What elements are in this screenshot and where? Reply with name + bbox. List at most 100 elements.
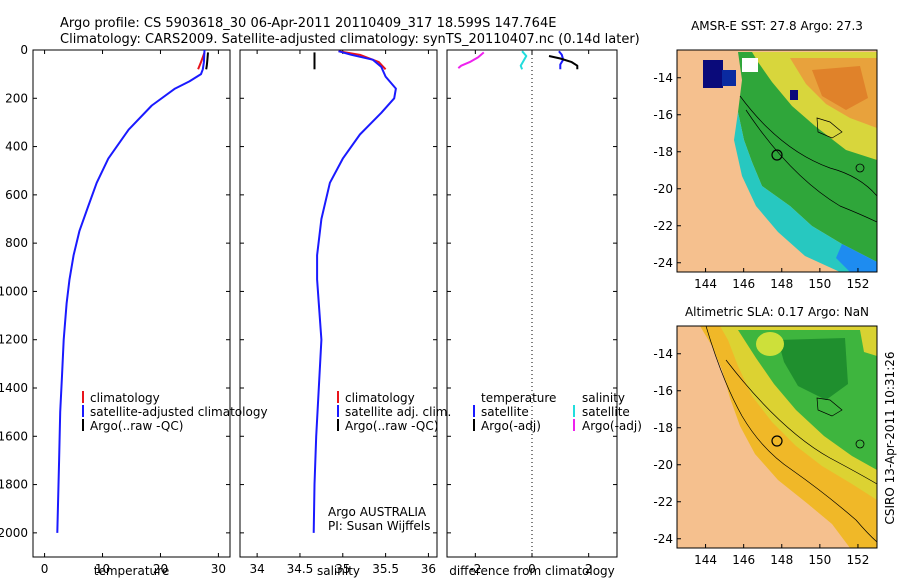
map-y-tick-label: -14 (653, 71, 673, 85)
sla-ocean-dark-green (778, 338, 848, 400)
y-tick-label: 200 (5, 91, 28, 105)
map-x-tick-label: 144 (694, 553, 717, 567)
y-tick-label: 1400 (0, 381, 28, 395)
header-line-1: Argo profile: CS 5903618_30 06-Apr-2011 … (60, 16, 556, 31)
sla-reef-outline (855, 439, 865, 449)
sla-map-ticks: 144 146 148 150 152 -14 -16 -18 -20 -22 -24 (653, 347, 869, 567)
temperature-panel: 0 200 400 600 800 1000 1200 1400 1600 1800 2000 0 10… (0, 43, 231, 578)
legend-label-satellite-adjusted: satellite-adjusted climatology (90, 405, 268, 419)
legend-label-satellite: satellite adj. clim. (345, 405, 451, 419)
sst-reef-outline (855, 163, 865, 173)
sst-reef-outline (816, 117, 843, 139)
legend-title-salinity: salinity (582, 391, 625, 405)
x-axis-label: difference from climatology (449, 564, 615, 578)
sla-map-title: Altimetric SLA: 0.17 Argo: NaN (685, 305, 869, 319)
y-tick-label: 0 (20, 43, 28, 57)
y-tick-label: 1800 (0, 478, 28, 492)
sla-map: Altimetric SLA: 0.17 Argo: NaN 144 146 148… (653, 305, 878, 567)
x-tick-label: 30 (211, 562, 226, 576)
series-salinity-satellite (519, 50, 528, 70)
sst-argo-location-marker (771, 149, 783, 161)
map-x-tick-label: 148 (770, 553, 793, 567)
legend-label-temp-argo: Argo(-adj) (481, 419, 541, 433)
x-tick-label: 34 (249, 562, 264, 576)
legend-label-sal-argo: Argo(-adj) (582, 419, 642, 433)
series-temperature-argo-adj (548, 55, 579, 70)
x-tick-label: 0 (41, 562, 49, 576)
x-tick-label: 34.5 (287, 562, 314, 576)
sla-ocean-patch (860, 330, 877, 356)
sla-ocean-patch (756, 332, 784, 356)
credit-timestamp: CSIRO 13-Apr-2011 10:31:26 (883, 351, 897, 524)
map-y-tick-label: -22 (653, 219, 673, 233)
y-tick-label: 400 (5, 140, 28, 154)
series-argo-raw-qc (205, 52, 209, 70)
legend-label-argo: Argo(..raw -QC) (90, 419, 183, 433)
y-tick-label: 1200 (0, 333, 28, 347)
y-tick-label: 1000 (0, 284, 28, 298)
sla-reef-outline (816, 397, 843, 417)
series-satellite-adj-clim (312, 50, 397, 533)
map-y-tick-label: -22 (653, 495, 673, 509)
sst-isobath (745, 109, 877, 223)
y-tick-label: 1600 (0, 429, 28, 443)
legend-label-argo: Argo(..raw -QC) (345, 419, 438, 433)
x-tick-label: 20 (153, 562, 168, 576)
x-tick-label: 35 (335, 562, 350, 576)
legend-label-temp-satellite: satellite (481, 405, 529, 419)
map-x-tick-label: 152 (846, 277, 869, 291)
x-axis-label: temperature (94, 564, 169, 578)
sst-cold-cell (722, 70, 736, 86)
sst-map-title: AMSR-E SST: 27.8 Argo: 27.3 (691, 19, 863, 33)
legend-label-climatology: climatology (90, 391, 160, 405)
sla-isobath (725, 359, 877, 485)
sst-map: AMSR-E SST: 27.8 Argo: 27.3 144 146 148 150… (653, 19, 878, 291)
series-satellite-adjusted-climatology (56, 49, 206, 533)
map-y-tick-label: -16 (653, 108, 673, 122)
map-x-tick-label: 150 (808, 553, 831, 567)
sst-warmest-patch (812, 66, 868, 110)
x-tick-label: 35.5 (372, 562, 399, 576)
map-y-tick-label: -16 (653, 384, 673, 398)
sst-map-ticks: 144 146 148 150 152 -14 -16 -18 -20 -22 -24 (653, 71, 869, 291)
sst-cold-cell (703, 60, 723, 88)
map-y-tick-label: -24 (653, 256, 673, 270)
x-axis-label: salinity (317, 564, 360, 578)
map-x-tick-label: 150 (808, 277, 831, 291)
y-tick-label: 2000 (0, 526, 28, 540)
plot-frame (239, 49, 438, 558)
x-tick-label: -2 (469, 562, 481, 576)
salinity-panel: 34 34.5 35 35.5 36 salinity (239, 49, 438, 578)
temperature-legend: climatology satellite-adjusted climatolo… (82, 391, 268, 433)
map-y-tick-label: -18 (653, 421, 673, 435)
map-y-tick-label: -14 (653, 347, 673, 361)
sla-isobath (705, 326, 877, 543)
header-line-2: Climatology: CARS2009. Satellite-adjuste… (60, 32, 640, 47)
legend-title-temperature: temperature (481, 391, 556, 405)
map-x-tick-label: 146 (732, 553, 755, 567)
sst-cold-cell (790, 90, 798, 100)
annotation-pi: PI: Susan Wijffels (328, 519, 430, 533)
map-y-tick-label: -24 (653, 532, 673, 546)
y-tick-label: 600 (5, 188, 28, 202)
sst-missing-cell (742, 58, 758, 72)
legend-label-climatology: climatology (345, 391, 415, 405)
map-y-tick-label: -20 (653, 182, 673, 196)
series-salinity-argo-adj (457, 51, 485, 69)
difference-legend: temperature satellite Argo(-adj) salinit… (473, 391, 642, 433)
sst-map-frame (676, 49, 878, 273)
x-tick-label: 2 (585, 562, 593, 576)
x-tick-label: 0 (528, 562, 536, 576)
legend-label-sal-satellite: satellite (582, 405, 630, 419)
salinity-legend: climatology satellite adj. clim. Argo(..… (328, 391, 451, 533)
map-y-tick-label: -20 (653, 458, 673, 472)
sst-south-blue (836, 244, 877, 272)
y-tick-label: 800 (5, 236, 28, 250)
map-x-tick-label: 152 (846, 553, 869, 567)
map-y-tick-label: -18 (653, 145, 673, 159)
x-tick-label: 36 (421, 562, 436, 576)
map-x-tick-label: 144 (694, 277, 717, 291)
sst-isobath (739, 95, 877, 197)
